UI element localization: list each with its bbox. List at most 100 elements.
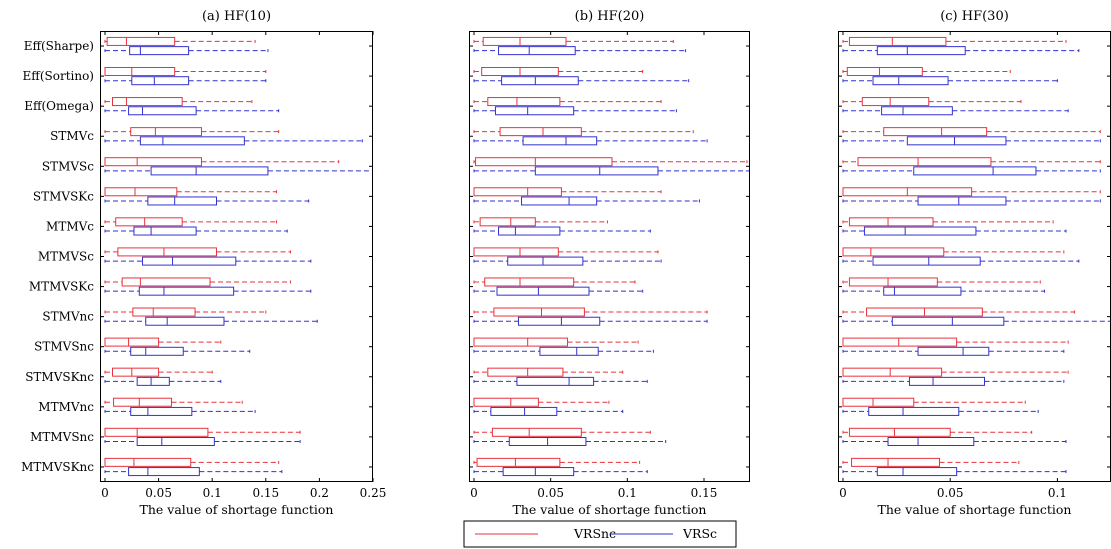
box-iqr	[117, 247, 217, 257]
box-vrsc-mtmvc	[104, 226, 288, 236]
box-vrsnc-mtmvnc	[842, 397, 1026, 407]
box-iqr	[522, 136, 598, 146]
box-vrsc-eff-sortino	[842, 76, 1058, 86]
box-iqr	[482, 36, 567, 46]
box-iqr	[112, 97, 183, 107]
y-tick-label-stmvsknc: STMVSKnc	[25, 370, 94, 384]
x-tick-label: 0	[470, 486, 478, 500]
box-vrsc-stmvnc	[473, 316, 708, 326]
box-iqr	[473, 187, 562, 197]
y-tick-label-mtmvsknc: MTMVSKnc	[21, 460, 94, 474]
x-tick-label: 0.05	[937, 486, 964, 500]
box-vrsc-stmvsknc	[473, 376, 648, 386]
box-iqr	[857, 157, 992, 167]
x-tick-label: 0.2	[310, 486, 329, 500]
box-iqr	[521, 196, 598, 206]
box-vrsnc-stmvnc	[104, 307, 267, 317]
box-vrsc-stmvc	[473, 136, 708, 146]
box-iqr	[848, 217, 934, 227]
box-vrsnc-mtmvc	[842, 217, 1054, 227]
box-iqr	[906, 136, 1007, 146]
box-iqr	[106, 36, 176, 46]
box-vrsnc-eff-sharpe	[104, 36, 256, 46]
boxes-layer	[842, 36, 1110, 477]
box-vrsnc-stmvsknc	[842, 367, 1069, 377]
box-vrsnc-eff-sharpe	[842, 36, 1067, 46]
x-axis-label: The value of shortage function	[878, 502, 1072, 517]
box-iqr	[534, 166, 659, 176]
box-iqr	[136, 376, 170, 386]
box-iqr	[494, 106, 575, 116]
boxes-layer	[104, 36, 372, 477]
x-tick-label: 0.05	[537, 486, 564, 500]
box-iqr	[863, 226, 977, 236]
box-vrsnc-stmvsknc	[473, 367, 624, 377]
box-iqr	[502, 467, 575, 477]
x-tick-label: 0	[839, 486, 847, 500]
box-vrsc-stmvsnc	[842, 346, 1065, 356]
x-tick-label: 0.1	[618, 486, 637, 500]
box-iqr	[130, 406, 193, 416]
box-iqr	[150, 166, 269, 176]
box-vrsnc-eff-sortino	[842, 67, 1011, 76]
box-iqr	[138, 286, 235, 296]
x-axis-label: The value of shortage function	[140, 502, 334, 517]
box-iqr	[848, 427, 951, 437]
box-iqr	[490, 406, 558, 416]
chart-title: (b) HF(20)	[575, 9, 645, 24]
box-iqr	[473, 397, 539, 407]
panel-1: (a) HF(10) 0 0.05 0.1 0.15 0.2 0.25 The value o…	[21, 9, 386, 517]
box-vrsc-stmvsc	[842, 166, 1101, 176]
y-tick-label-mtmvc: MTMVc	[46, 219, 94, 233]
x-tick-label: 0.05	[145, 486, 172, 500]
box-vrsc-eff-sharpe	[473, 46, 687, 56]
box-vrsnc-mtmvsknc	[842, 457, 1020, 467]
box-iqr	[129, 46, 190, 56]
boxes-layer	[473, 36, 749, 477]
box-iqr	[131, 76, 190, 86]
box-iqr	[887, 437, 975, 446]
box-iqr	[917, 196, 1007, 206]
box-iqr	[133, 226, 197, 236]
box-iqr	[130, 127, 202, 137]
legend-label-vrsnc: VRSnc	[573, 526, 616, 541]
y-tick-label-eff-omega: Eff(Omega)	[24, 99, 94, 113]
series-vrsc	[473, 46, 749, 477]
box-iqr	[517, 316, 601, 326]
box-iqr	[139, 136, 245, 146]
box-iqr	[487, 97, 561, 107]
box-iqr	[104, 67, 176, 76]
box-vrsc-mtmvskc	[104, 286, 312, 296]
box-vrsc-eff-omega	[104, 106, 280, 116]
box-vrsnc-stmvc	[104, 127, 280, 137]
box-vrsnc-stmvsc	[473, 157, 748, 167]
box-vrsc-mtmvsknc	[842, 467, 1067, 477]
box-vrsc-stmvsnc	[473, 346, 654, 356]
box-vrsnc-stmvsknc	[104, 367, 213, 377]
box-vrsc-stmvnc	[842, 316, 1110, 326]
box-vrsc-eff-sharpe	[842, 46, 1080, 56]
box-vrsnc-mtmvsc	[473, 247, 659, 257]
box-iqr	[104, 187, 178, 197]
box-vrsnc-stmvc	[473, 127, 694, 137]
box-iqr	[507, 256, 584, 266]
box-iqr	[876, 46, 966, 56]
box-vrsc-mtmvc	[842, 226, 1067, 236]
box-iqr	[913, 166, 1037, 176]
box-iqr	[491, 427, 582, 437]
box-iqr	[846, 67, 923, 76]
box-vrsnc-mtmvskc	[842, 277, 1041, 287]
box-vrsc-stmvsknc	[842, 376, 1065, 386]
x-tick-label: 0.1	[1048, 486, 1067, 500]
box-iqr	[872, 76, 949, 86]
box-vrsc-mtmvnc	[842, 406, 1039, 416]
box-vrsc-mtmvnc	[104, 406, 256, 416]
box-iqr	[484, 277, 575, 287]
box-iqr	[499, 127, 582, 137]
legend-label-vrsc: VRSc	[682, 526, 717, 541]
box-vrsc-mtmvskc	[842, 286, 1046, 296]
box-iqr	[479, 217, 536, 227]
box-iqr	[113, 397, 172, 407]
y-tick-label-mtmvnc: MTMVnc	[38, 400, 94, 414]
box-vrsc-stmvsc	[104, 166, 372, 176]
